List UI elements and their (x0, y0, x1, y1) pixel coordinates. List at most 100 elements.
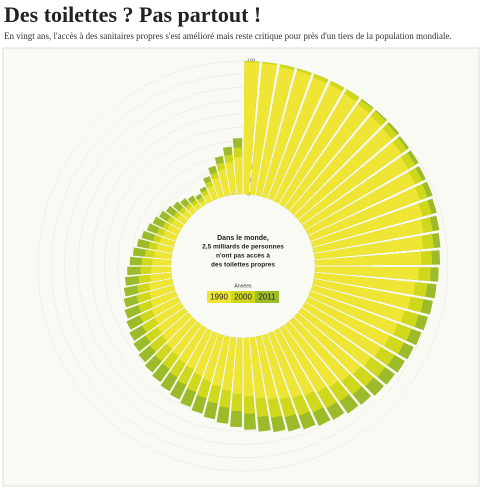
bar (305, 171, 415, 236)
bar (298, 307, 372, 367)
bar (302, 302, 381, 357)
bar (203, 193, 213, 204)
bar (171, 219, 184, 230)
bar (163, 230, 178, 241)
bar (302, 157, 409, 230)
bar (182, 209, 192, 220)
grid-circle (104, 127, 382, 405)
legend-label: 1990 (210, 293, 228, 302)
bar (212, 335, 231, 387)
bar (310, 285, 405, 323)
center-text: Dans le monde, (217, 235, 269, 242)
bar (202, 333, 224, 382)
bar (305, 296, 390, 347)
bar (150, 272, 173, 282)
bar (308, 291, 398, 335)
bar (249, 336, 266, 399)
bar (262, 333, 290, 400)
bar (218, 169, 231, 197)
bar (156, 243, 174, 254)
grid-circle (117, 140, 369, 392)
grid-circle (130, 153, 356, 379)
bar (157, 307, 188, 334)
bar (222, 336, 237, 391)
bar (151, 266, 172, 274)
bar (273, 84, 343, 204)
bar (154, 251, 173, 260)
center-text: 2,5 milliards de personnes (202, 244, 284, 251)
grid-circle (51, 74, 435, 458)
r-tick-label: 0 (247, 191, 250, 197)
bar (314, 251, 422, 266)
bar (313, 235, 424, 260)
bar (314, 266, 419, 281)
r-tick-label: 10 (247, 178, 253, 184)
bar (193, 202, 202, 211)
bar (154, 302, 184, 325)
bar (294, 128, 393, 220)
bar (150, 291, 178, 308)
bar (279, 93, 357, 207)
subtitle: En vingt ans, l'accès à des sanitaires p… (4, 31, 452, 41)
bar (268, 331, 302, 399)
legend-label: 2011 (258, 293, 276, 302)
bar (294, 312, 361, 375)
bar (207, 186, 218, 201)
bar (225, 162, 237, 196)
bar (243, 337, 254, 397)
bar (194, 331, 218, 376)
bar (284, 104, 370, 211)
bar (232, 337, 243, 394)
legend-label: 2000 (234, 293, 252, 302)
grid-circle (90, 113, 396, 419)
bar (199, 200, 207, 207)
title: Des toilettes ? Pas partout ! (4, 2, 262, 27)
grid-circle (37, 60, 449, 472)
bar (289, 317, 350, 382)
bar (234, 156, 243, 195)
bar (255, 335, 278, 400)
grid-circle (170, 193, 316, 339)
center-text: des toilettes propres (211, 262, 275, 269)
bar (279, 325, 327, 393)
bar (152, 258, 172, 266)
center-text: n'ont pas accès à (216, 253, 270, 260)
bar (273, 328, 315, 396)
legend-swatch (231, 291, 255, 303)
bar (284, 321, 339, 388)
bar (268, 77, 327, 201)
bar (148, 278, 174, 291)
legend-swatch (255, 291, 279, 303)
bar (178, 325, 207, 364)
chart: 0102030405060708090100Dans le monde,2,5 … (2, 47, 480, 487)
bar (249, 63, 277, 196)
bar (262, 70, 311, 199)
legend-title: Années (235, 283, 252, 289)
bar (167, 224, 181, 236)
grid-circle (77, 100, 409, 432)
bar (312, 219, 424, 254)
bar (159, 236, 176, 247)
grid-circle (157, 180, 329, 352)
grid-circle (144, 167, 342, 365)
bar (166, 317, 197, 350)
bar (298, 142, 402, 225)
bar (151, 296, 181, 317)
bar (243, 62, 260, 195)
bar (176, 214, 188, 225)
bar (212, 177, 224, 199)
bar (313, 272, 416, 295)
bar (308, 187, 421, 241)
bar (312, 278, 411, 309)
bar (186, 328, 213, 370)
bar (187, 206, 197, 215)
bar (161, 312, 192, 341)
bar (149, 285, 176, 299)
bar (172, 321, 202, 357)
bar (310, 203, 423, 247)
legend-swatch (207, 291, 231, 303)
bar (255, 66, 295, 197)
grid-circle (64, 87, 422, 445)
bar (289, 115, 382, 215)
